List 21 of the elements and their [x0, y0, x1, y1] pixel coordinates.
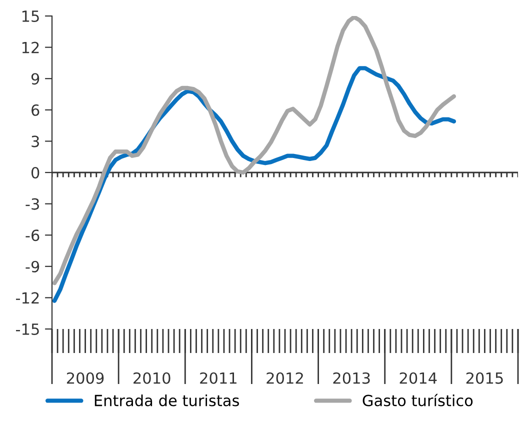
y-tick-label: -15 [16, 324, 39, 336]
legend-label: Entrada de turistas [94, 394, 239, 406]
y-tick-label: 3 [32, 136, 39, 148]
y-tick-label: -6 [26, 230, 40, 242]
x-tick-label: 2012 [266, 372, 303, 384]
x-tick-label: 2009 [66, 372, 104, 384]
y-tick-label: -3 [26, 198, 39, 210]
y-tick-label: 12 [22, 42, 39, 54]
y-tick-label: 9 [31, 73, 40, 85]
x-tick-label: 2015 [466, 372, 503, 384]
y-tick-label: -12 [16, 292, 39, 304]
line-series [52, 16, 456, 286]
y-tick-label: 6 [32, 104, 40, 116]
legend-label: Gasto turístico [362, 394, 473, 406]
y-tick-label: 15 [22, 10, 39, 22]
x-tick-label: 2014 [400, 372, 437, 384]
y-tick-label: 0 [31, 166, 40, 179]
x-tick-label: 2013 [333, 372, 370, 384]
x-tick-label: 2010 [134, 372, 170, 384]
x-tick-label: 2011 [200, 372, 236, 384]
y-tick-label: -9 [26, 260, 40, 272]
